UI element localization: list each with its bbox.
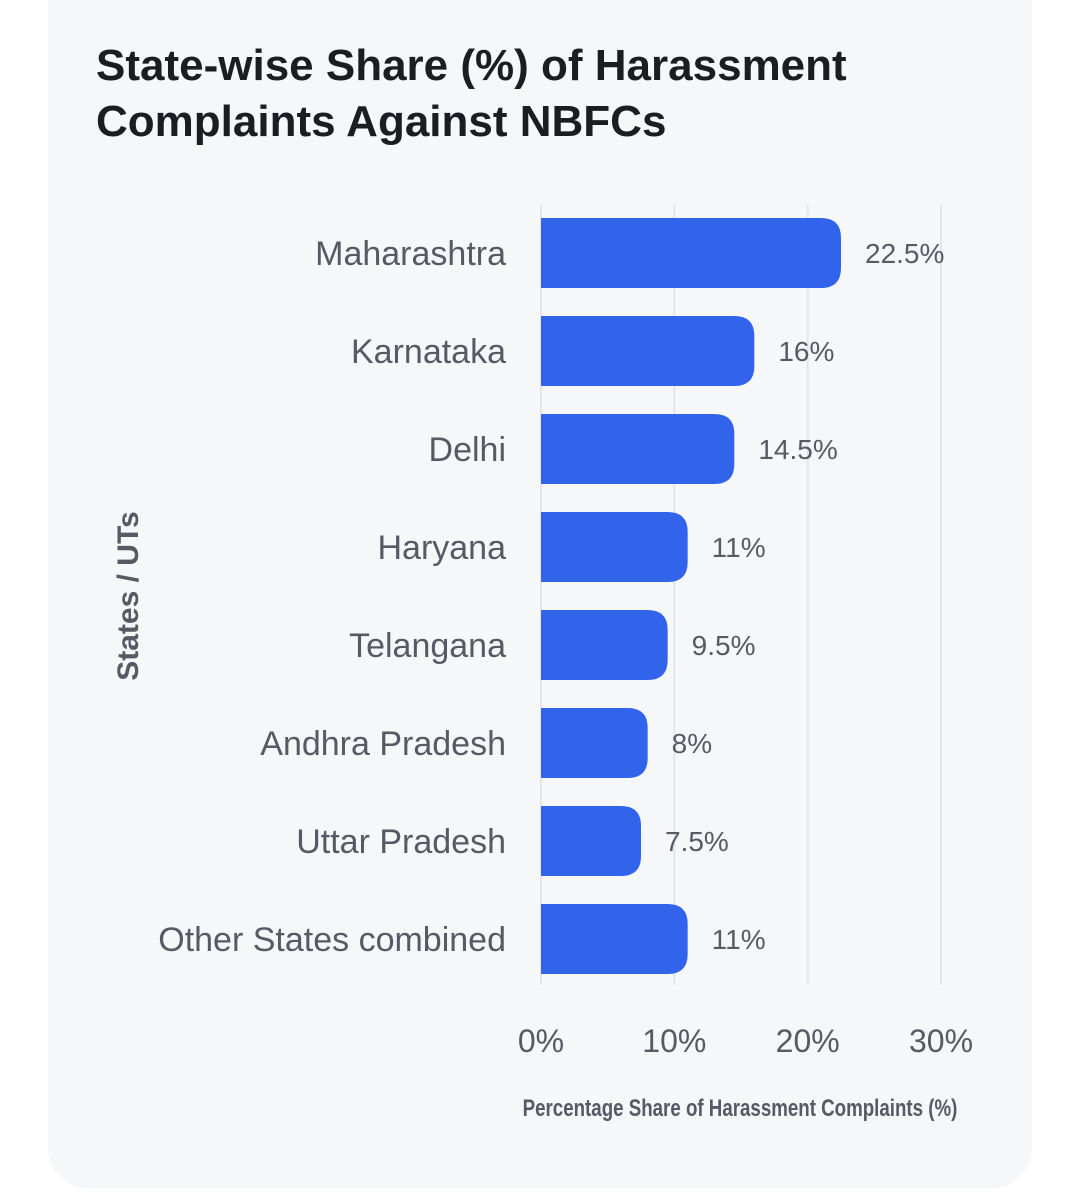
category-label: Telangana bbox=[349, 627, 506, 665]
value-label: 16% bbox=[778, 336, 834, 367]
value-label: 14.5% bbox=[758, 434, 837, 465]
x-tick-label: 10% bbox=[642, 1023, 706, 1059]
value-label: 22.5% bbox=[865, 238, 944, 269]
bar bbox=[541, 904, 688, 974]
category-label: Maharashtra bbox=[315, 235, 506, 273]
value-label: 11% bbox=[712, 532, 766, 563]
chart-title: State-wise Share (%) of Harassment Compl… bbox=[96, 41, 847, 146]
category-label: Haryana bbox=[377, 529, 506, 567]
x-tick-label: 0% bbox=[518, 1023, 564, 1059]
x-tick-label: 20% bbox=[776, 1023, 840, 1059]
bar bbox=[541, 414, 735, 484]
value-label: 9.5% bbox=[692, 630, 756, 661]
category-label: Delhi bbox=[429, 431, 506, 469]
category-label: Other States combined bbox=[158, 921, 506, 959]
y-axis-title: States / UTs bbox=[112, 511, 145, 681]
x-tick-label: 30% bbox=[909, 1023, 973, 1059]
bar bbox=[541, 316, 755, 386]
value-label: 8% bbox=[672, 728, 712, 759]
x-axis-title: Percentage Share of Harassment Complaint… bbox=[523, 1095, 958, 1122]
bar bbox=[541, 610, 668, 680]
bar bbox=[541, 806, 641, 876]
labels: 0% 10% 20% 30% Maharashtra 22.5% Karnataka 16% D… bbox=[158, 235, 973, 1059]
category-label: Andhra Pradesh bbox=[260, 725, 506, 763]
bar bbox=[541, 512, 688, 582]
bar bbox=[541, 708, 648, 778]
bars bbox=[541, 218, 841, 974]
value-label: 11% bbox=[712, 924, 766, 955]
category-label: Uttar Pradesh bbox=[296, 823, 506, 861]
bar bbox=[541, 218, 841, 288]
category-label: Karnataka bbox=[351, 333, 506, 371]
value-label: 7.5% bbox=[665, 826, 729, 857]
